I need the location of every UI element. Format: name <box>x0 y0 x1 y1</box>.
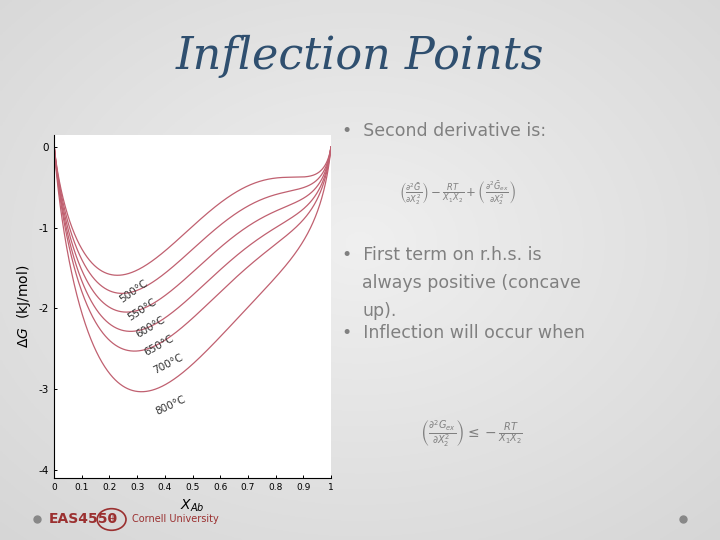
Text: 600°C: 600°C <box>135 315 167 340</box>
Text: •  Inflection will occur when: • Inflection will occur when <box>342 324 585 342</box>
Text: +: + <box>107 515 116 524</box>
Text: EAS4550: EAS4550 <box>49 512 118 526</box>
Text: •  First term on r.h.s. is: • First term on r.h.s. is <box>342 246 541 264</box>
Text: 700°C: 700°C <box>151 352 184 375</box>
Text: always positive (concave: always positive (concave <box>362 274 581 292</box>
Text: $\left(\frac{\partial^2 \bar{G}}{\partial X_2^2}\right) - \frac{RT}{X_1 X_2} + \: $\left(\frac{\partial^2 \bar{G}}{\partia… <box>399 179 516 207</box>
Text: up).: up). <box>362 302 397 320</box>
Text: $\left(\frac{\partial^2 G_{ex}}{\partial X_2^2}\right) \leq -\frac{RT}{X_1 X_2}$: $\left(\frac{\partial^2 G_{ex}}{\partial… <box>420 418 523 449</box>
Text: 500°C: 500°C <box>118 279 150 305</box>
Y-axis label: $\Delta G$  (kJ/mol): $\Delta G$ (kJ/mol) <box>15 265 33 348</box>
Text: •  Second derivative is:: • Second derivative is: <box>342 122 546 139</box>
Text: 550°C: 550°C <box>126 296 158 322</box>
X-axis label: $X_{Ab}$: $X_{Ab}$ <box>181 497 204 514</box>
Text: 650°C: 650°C <box>143 333 176 358</box>
Text: 800°C: 800°C <box>154 394 187 416</box>
Text: Inflection Points: Inflection Points <box>176 35 544 78</box>
Text: Cornell University: Cornell University <box>132 515 218 524</box>
